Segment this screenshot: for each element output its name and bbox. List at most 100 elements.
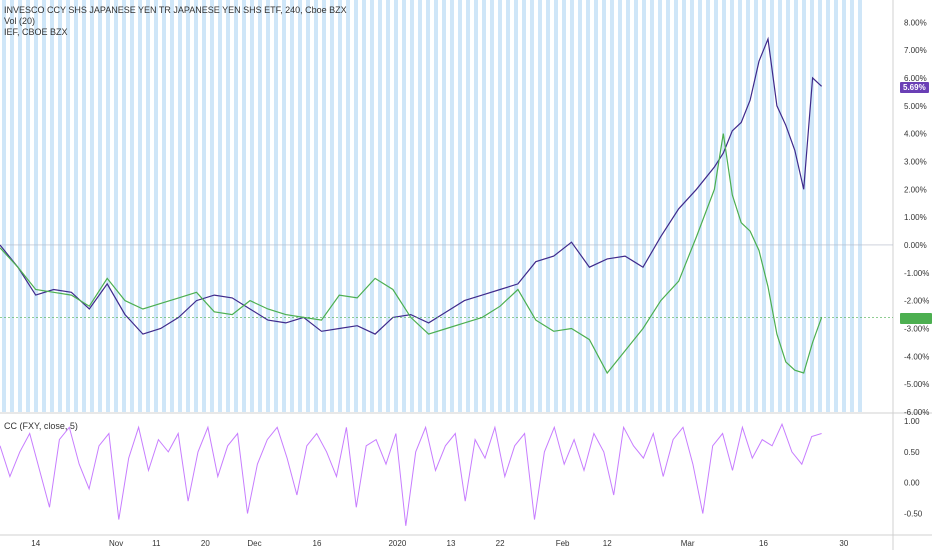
volume-bar: [298, 0, 302, 412]
volume-bar: [674, 0, 678, 412]
volume-bar: [26, 0, 30, 412]
volume-bar: [18, 0, 22, 412]
volume-bar: [530, 0, 534, 412]
y-tick-label: 7.00%: [904, 46, 927, 55]
volume-bar: [714, 0, 718, 412]
volume-bar: [10, 0, 14, 412]
x-tick-label: 12: [603, 539, 612, 548]
indicator-y-tick-label: -0.50: [904, 509, 923, 518]
volume-bar: [98, 0, 102, 412]
volume-bar: [458, 0, 462, 412]
volume-bar: [114, 0, 118, 412]
volume-bar: [34, 0, 38, 412]
volume-bar: [514, 0, 518, 412]
y-tick-label: 5.00%: [904, 102, 927, 111]
volume-bar: [306, 0, 310, 412]
volume-bar: [210, 0, 214, 412]
volume-bar: [170, 0, 174, 412]
legend-vol: Vol (20): [4, 16, 36, 26]
x-tick-label: Mar: [681, 539, 695, 548]
volume-bar: [82, 0, 86, 412]
volume-bar: [410, 0, 414, 412]
volume-bar: [426, 0, 430, 412]
volume-bar: [178, 0, 182, 412]
volume-bar: [42, 0, 46, 412]
volume-bar: [642, 0, 646, 412]
volume-bar: [586, 0, 590, 412]
y-tick-label: 4.00%: [904, 130, 927, 139]
volume-bar: [490, 0, 494, 412]
volume-bar: [826, 0, 830, 412]
y-tick-label: 6.00%: [904, 74, 927, 83]
volume-bar: [658, 0, 662, 412]
y-tick-label: 8.00%: [904, 18, 927, 27]
volume-bar: [106, 0, 110, 412]
volume-bar: [58, 0, 62, 412]
x-tick-label: Dec: [247, 539, 261, 548]
volume-bar: [354, 0, 358, 412]
volume-bar: [650, 0, 654, 412]
volume-bar: [474, 0, 478, 412]
x-tick-label: 2020: [388, 539, 406, 548]
volume-bar: [290, 0, 294, 412]
y-tick-label: -3.00%: [904, 324, 929, 333]
volume-bar: [730, 0, 734, 412]
volume-bar: [394, 0, 398, 412]
volume-bar: [562, 0, 566, 412]
volume-bar: [226, 0, 230, 412]
volume-bar: [122, 0, 126, 412]
volume-bar: [186, 0, 190, 412]
x-tick-label: 14: [31, 539, 40, 548]
volume-bar: [386, 0, 390, 412]
y-tick-label: -4.00%: [904, 352, 929, 361]
price-badge: 5.69%: [900, 82, 929, 93]
volume-bar: [442, 0, 446, 412]
volume-bar: [74, 0, 78, 412]
legend-indicator: CC (FXY, close, 5): [4, 421, 78, 431]
volume-bar: [858, 0, 862, 412]
volume-bar: [50, 0, 54, 412]
series-line-fxy: [0, 36, 823, 335]
volume-bar: [818, 0, 822, 412]
volume-bar: [418, 0, 422, 412]
volume-bar: [194, 0, 198, 412]
volume-bar: [266, 0, 270, 412]
volume-bar: [770, 0, 774, 412]
volume-bar: [234, 0, 238, 412]
volume-bar: [274, 0, 278, 412]
volume-bar: [538, 0, 542, 412]
volume-bar: [738, 0, 742, 412]
legend-title: INVESCO CCY SHS JAPANESE YEN TR JAPANESE…: [4, 5, 347, 15]
volume-bar: [570, 0, 574, 412]
volume-bar: [130, 0, 134, 412]
y-tick-label: 1.00%: [904, 213, 927, 222]
volume-bar: [722, 0, 726, 412]
volume-bar: [746, 0, 750, 412]
volume-bar: [762, 0, 766, 412]
volume-bar: [834, 0, 838, 412]
x-tick-label: 13: [447, 539, 456, 548]
volume-bar: [138, 0, 142, 412]
indicator-y-tick-label: 1.00: [904, 417, 920, 426]
x-tick-label: Feb: [556, 539, 570, 548]
volume-bar: [618, 0, 622, 412]
volume-bar: [314, 0, 318, 412]
volume-bar: [154, 0, 158, 412]
volume-bar: [242, 0, 246, 412]
volume-bar: [146, 0, 150, 412]
volume-bar: [690, 0, 694, 412]
volume-bar: [794, 0, 798, 412]
volume-bar: [66, 0, 70, 412]
volume-bar: [282, 0, 286, 412]
y-tick-label: 3.00%: [904, 157, 927, 166]
x-tick-label: 22: [496, 539, 505, 548]
volume-bar: [578, 0, 582, 412]
x-tick-label: 16: [759, 539, 768, 548]
volume-bar: [482, 0, 486, 412]
volume-bar: [506, 0, 510, 412]
volume-bar: [682, 0, 686, 412]
volume-bar: [402, 0, 406, 412]
volume-bar: [778, 0, 782, 412]
